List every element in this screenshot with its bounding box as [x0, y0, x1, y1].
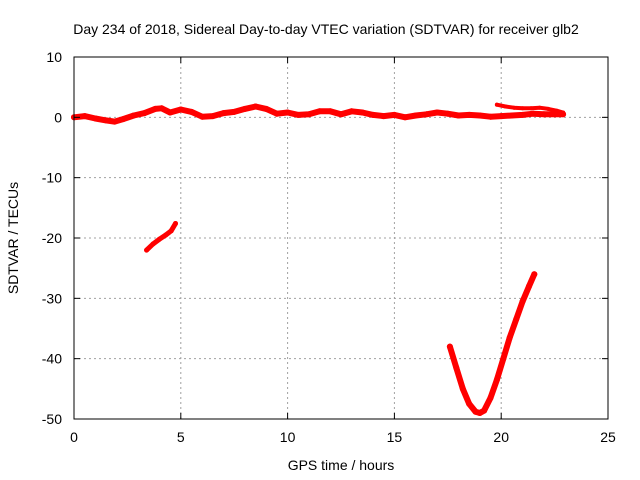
data-point — [466, 111, 473, 118]
x-axis-label: GPS time / hours — [288, 457, 395, 473]
data-point — [167, 109, 174, 116]
data-point — [209, 113, 216, 120]
data-point — [92, 115, 99, 122]
data-point — [513, 316, 520, 323]
data-point — [141, 110, 148, 117]
data-point — [554, 108, 559, 113]
data-point — [412, 112, 419, 119]
data-point — [508, 112, 515, 119]
data-point — [144, 247, 150, 253]
data-point — [120, 116, 127, 123]
data-point — [380, 113, 387, 120]
data-point — [500, 355, 507, 362]
data-series — [71, 102, 567, 416]
y-tick-label: 10 — [46, 49, 62, 65]
data-point — [316, 108, 323, 115]
data-point — [520, 106, 525, 111]
y-tick-label: -50 — [42, 411, 62, 427]
data-point — [512, 105, 516, 110]
data-point — [188, 108, 195, 115]
data-point — [540, 111, 547, 118]
data-point — [423, 111, 430, 118]
data-point — [493, 376, 500, 383]
data-point — [252, 103, 259, 110]
x-tick-label: 15 — [387, 429, 403, 445]
data-point — [526, 283, 532, 290]
y-tick-label: 0 — [54, 109, 62, 125]
data-point — [459, 385, 466, 392]
axis-ticks — [73, 56, 609, 420]
data-point — [551, 111, 558, 118]
chart-title: Day 234 of 2018, Sidereal Day-to-day VTE… — [73, 21, 579, 37]
data-point — [466, 400, 473, 407]
data-point — [150, 241, 156, 247]
series-3-line — [446, 271, 538, 416]
data-point — [231, 108, 238, 115]
data-point — [158, 105, 165, 112]
data-point — [530, 110, 537, 117]
data-point — [531, 271, 538, 278]
data-point — [168, 228, 174, 234]
data-point — [391, 111, 398, 118]
data-point — [476, 112, 483, 119]
data-point — [306, 111, 312, 118]
y-axis-label: SDTVAR / TECUs — [5, 182, 21, 294]
y-tick-label: -40 — [42, 351, 62, 367]
data-point — [173, 221, 178, 226]
data-point — [273, 110, 280, 117]
data-point — [156, 236, 162, 242]
data-point — [81, 113, 88, 120]
data-point — [130, 112, 137, 119]
data-point — [111, 118, 118, 125]
x-tick-label: 10 — [280, 429, 296, 445]
x-tick-label: 0 — [70, 429, 78, 445]
data-point — [503, 104, 508, 109]
data-point — [481, 407, 488, 414]
data-point — [546, 106, 551, 111]
data-point — [561, 110, 566, 115]
x-tick-label: 20 — [493, 429, 509, 445]
data-point — [498, 113, 505, 120]
data-point — [338, 111, 344, 118]
data-point — [487, 394, 494, 401]
data-point — [284, 109, 291, 116]
data-point — [434, 109, 441, 116]
data-point — [402, 114, 409, 121]
data-point — [370, 111, 376, 118]
data-point — [529, 106, 534, 111]
data-point — [453, 364, 460, 371]
data-point — [444, 110, 451, 117]
data-point — [519, 111, 526, 118]
data-point — [446, 343, 453, 350]
x-tick-label: 25 — [600, 429, 616, 445]
data-point — [199, 113, 206, 120]
x-tick-label: 5 — [177, 429, 185, 445]
data-point — [506, 334, 513, 341]
data-point — [220, 110, 227, 117]
data-point — [455, 112, 462, 119]
data-point — [177, 106, 184, 113]
y-tick-label: -30 — [42, 290, 62, 306]
data-point — [519, 298, 526, 305]
y-tick-label: -10 — [42, 170, 62, 186]
data-point — [348, 108, 355, 115]
data-point — [487, 113, 494, 120]
data-point — [359, 109, 366, 116]
tick-labels: 0 5 10 15 20 25 10 0 -10 -20 -30 -40 -50 — [42, 49, 616, 445]
data-point — [295, 111, 302, 118]
data-point — [163, 232, 169, 238]
data-point — [241, 105, 248, 112]
data-point — [152, 105, 159, 112]
data-point — [327, 108, 334, 115]
series-2-line — [144, 221, 178, 253]
data-point — [263, 105, 270, 112]
data-point — [103, 117, 109, 124]
y-tick-label: -20 — [42, 230, 62, 246]
data-point — [494, 102, 499, 107]
data-point — [537, 105, 542, 110]
